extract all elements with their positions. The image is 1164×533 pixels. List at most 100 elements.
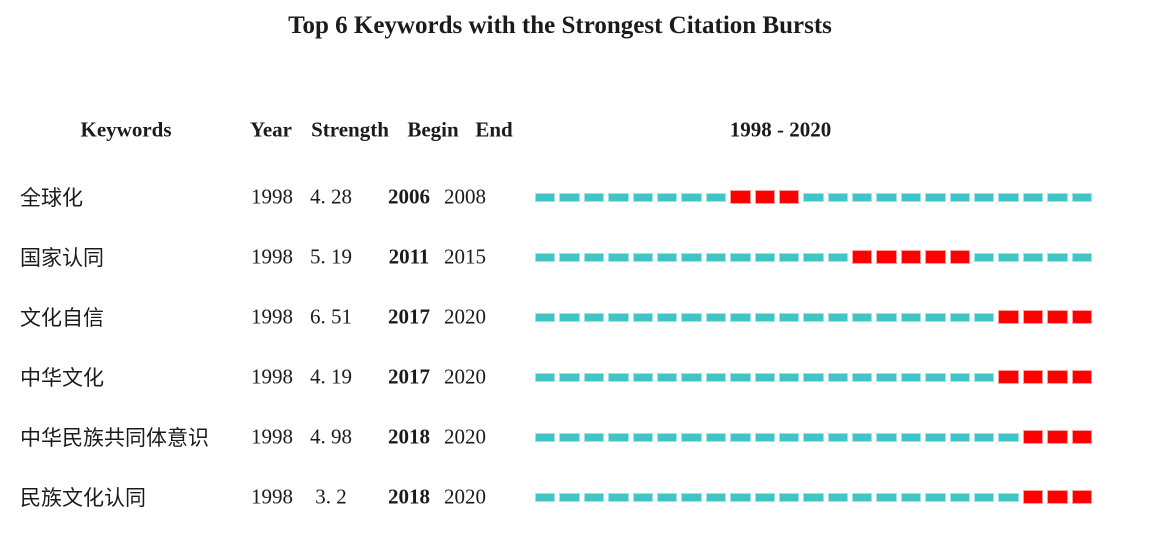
base-year-dash — [998, 252, 1019, 262]
base-year-dash — [827, 492, 849, 502]
base-year-dash — [705, 312, 727, 322]
base-year-dash — [949, 432, 971, 442]
base-year-dash — [705, 372, 727, 382]
base-year-dash — [876, 312, 897, 322]
base-year-dash — [900, 372, 922, 382]
base-year-dash — [803, 492, 824, 502]
table-row: 中华民族共同体意识 1998 4. 98 2018 2020 — [0, 407, 1164, 467]
base-year-dash — [876, 192, 897, 202]
base-year-dash — [681, 432, 702, 442]
base-year-dash — [778, 252, 800, 262]
base-year-dash — [559, 492, 580, 502]
base-year-dash — [656, 432, 678, 442]
timeline — [535, 249, 1092, 265]
base-year-dash — [656, 192, 678, 202]
base-year-dash — [827, 252, 849, 262]
base-year-dash — [681, 492, 702, 502]
base-year-dash — [656, 312, 678, 322]
burst-year-dash — [1047, 370, 1068, 384]
base-year-dash — [803, 372, 824, 382]
base-year-dash — [535, 492, 556, 502]
base-year-dash — [974, 372, 995, 382]
base-year-dash — [632, 192, 653, 202]
base-year-dash — [803, 252, 824, 262]
timeline — [535, 309, 1092, 325]
base-year-dash — [925, 372, 946, 382]
col-header-end: End — [475, 117, 513, 142]
base-year-dash — [730, 252, 751, 262]
base-year-dash — [1047, 192, 1068, 202]
base-year-dash — [705, 492, 727, 502]
base-year-dash — [535, 252, 556, 262]
base-year-dash — [535, 192, 556, 202]
table-row: 文化自信 1998 6. 51 2017 2020 — [0, 287, 1164, 347]
keyword-label: 民族文化认同 — [20, 486, 146, 510]
base-year-dash — [535, 432, 556, 442]
col-header-year: Year — [250, 117, 292, 142]
burst-year-dash — [1022, 370, 1044, 384]
base-year-dash — [632, 432, 653, 442]
base-year-dash — [608, 492, 629, 502]
base-year-dash — [974, 432, 995, 442]
base-year-dash — [705, 432, 727, 442]
timeline — [535, 189, 1092, 205]
base-year-dash — [705, 252, 727, 262]
base-year-dash — [1071, 192, 1092, 202]
base-year-dash — [608, 312, 629, 322]
base-year-dash — [974, 492, 995, 502]
base-year-dash — [559, 372, 580, 382]
strength-value: 6. 51 — [310, 304, 352, 329]
base-year-dash — [974, 312, 995, 322]
base-year-dash — [949, 312, 971, 322]
base-year-dash — [730, 312, 751, 322]
base-year-dash — [608, 252, 629, 262]
table-row: 民族文化认同 1998 3. 2 2018 2020 — [0, 467, 1164, 527]
base-year-dash — [632, 252, 653, 262]
burst-year-dash — [1071, 310, 1092, 324]
burst-year-dash — [1071, 370, 1092, 384]
burst-year-dash — [1047, 490, 1068, 504]
base-year-dash — [876, 432, 897, 442]
base-year-dash — [705, 192, 727, 202]
base-year-dash — [559, 192, 580, 202]
end-value: 2020 — [444, 424, 486, 449]
base-year-dash — [1022, 192, 1044, 202]
base-year-dash — [1047, 252, 1068, 262]
base-year-dash — [998, 492, 1019, 502]
base-year-dash — [730, 432, 751, 442]
base-year-dash — [559, 252, 580, 262]
base-year-dash — [803, 312, 824, 322]
begin-value: 2011 — [388, 244, 430, 269]
base-year-dash — [925, 312, 946, 322]
base-year-dash — [1071, 252, 1092, 262]
year-value: 1998 — [251, 184, 293, 209]
keyword-label: 中华民族共同体意识 — [20, 426, 209, 450]
base-year-dash — [803, 432, 824, 442]
base-year-dash — [778, 432, 800, 442]
base-year-dash — [559, 432, 580, 442]
col-header-begin: Begin — [407, 117, 459, 142]
base-year-dash — [949, 492, 971, 502]
base-year-dash — [925, 492, 946, 502]
base-year-dash — [608, 192, 629, 202]
end-value: 2020 — [444, 364, 486, 389]
burst-year-dash — [778, 190, 800, 204]
base-year-dash — [778, 372, 800, 382]
year-value: 1998 — [251, 244, 293, 269]
burst-year-dash — [1047, 310, 1068, 324]
base-year-dash — [852, 312, 873, 322]
timeline — [535, 489, 1092, 505]
end-value: 2008 — [444, 184, 486, 209]
base-year-dash — [583, 312, 605, 322]
strength-value: 5. 19 — [310, 244, 352, 269]
base-year-dash — [998, 432, 1019, 442]
base-year-dash — [681, 312, 702, 322]
base-year-dash — [730, 492, 751, 502]
base-year-dash — [535, 312, 556, 322]
base-year-dash — [900, 312, 922, 322]
burst-year-dash — [900, 250, 922, 264]
table-row: 国家认同 1998 5. 19 2011 2015 — [0, 227, 1164, 287]
chart-title: Top 6 Keywords with the Strongest Citati… — [288, 12, 832, 39]
keyword-label: 全球化 — [20, 186, 83, 210]
